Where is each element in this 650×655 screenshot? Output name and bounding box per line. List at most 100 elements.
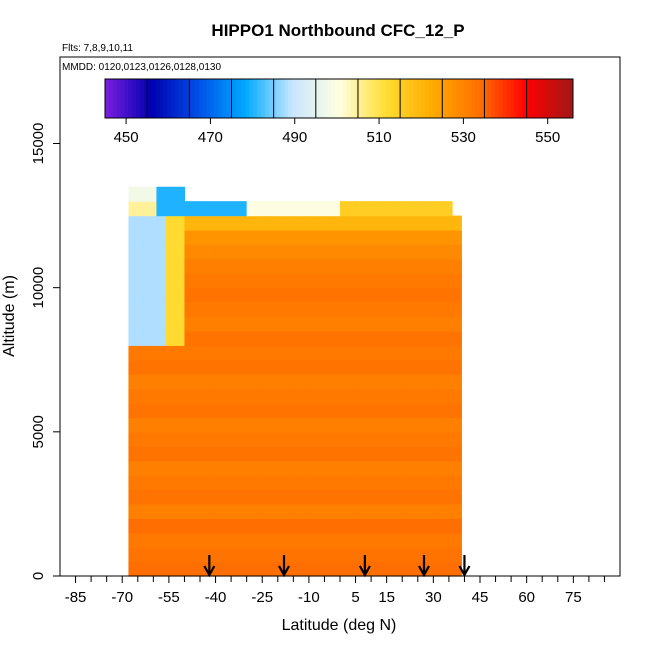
colorbar-swatch xyxy=(491,79,496,118)
heatmap-cell xyxy=(340,316,357,332)
heatmap-cell xyxy=(231,316,248,332)
colorbar-swatch xyxy=(420,79,426,118)
heatmap-cell xyxy=(386,359,403,375)
heatmap-cell xyxy=(165,287,176,303)
heatmap-cell xyxy=(165,475,176,491)
colorbar-swatch xyxy=(362,79,367,118)
heatmap-cell xyxy=(137,316,148,332)
heatmap-cell xyxy=(137,287,148,303)
heatmap-cell xyxy=(277,316,294,332)
heatmap-cell xyxy=(184,547,201,563)
heatmap-cell xyxy=(147,561,158,577)
colorbar-swatch xyxy=(335,79,340,118)
heatmap-cell xyxy=(147,403,158,419)
heatmap-cell xyxy=(246,547,263,563)
heatmap-cell xyxy=(402,547,419,563)
heatmap-cell xyxy=(156,345,167,361)
heatmap-cell xyxy=(433,403,444,419)
heatmap-cell xyxy=(184,374,201,390)
heatmap-cell xyxy=(402,330,419,346)
colorbar-swatch xyxy=(518,79,523,118)
heatmap-cell xyxy=(200,446,217,462)
heatmap-cell xyxy=(165,330,176,346)
heatmap-cell xyxy=(165,417,176,433)
colorbar-swatch xyxy=(288,79,293,118)
heatmap-cell xyxy=(417,316,434,332)
heatmap-cell xyxy=(200,374,217,390)
colorbar-swatch xyxy=(428,79,434,118)
heatmap-cell xyxy=(277,403,294,419)
heatmap-cell xyxy=(371,215,388,231)
heatmap-cell xyxy=(452,532,462,548)
heatmap-cell xyxy=(231,417,248,433)
profile-arrow-head xyxy=(278,565,290,578)
heatmap-cell xyxy=(402,460,419,476)
heatmap-cell xyxy=(442,503,453,519)
heatmap-cell xyxy=(184,503,201,519)
heatmap-cell xyxy=(277,388,294,404)
heatmap-cell xyxy=(246,460,263,476)
heatmap-cell xyxy=(402,431,419,447)
heatmap-cell xyxy=(433,388,444,404)
heatmap-cell xyxy=(433,475,444,491)
colorbar-swatch xyxy=(424,79,430,118)
heatmap-cell xyxy=(402,287,419,303)
heatmap-cell xyxy=(246,287,263,303)
heatmap-cell xyxy=(156,244,167,260)
heatmap-cell xyxy=(147,460,158,476)
heatmap-cell xyxy=(215,532,232,548)
heatmap-cell xyxy=(184,345,201,361)
heatmap-cell xyxy=(277,230,294,246)
colorbar-swatch xyxy=(237,79,242,118)
heatmap-cell xyxy=(386,302,403,318)
heatmap-cell xyxy=(442,475,453,491)
heatmap-cell xyxy=(442,302,453,318)
heatmap-cell xyxy=(156,547,167,563)
heatmap-cell xyxy=(165,316,176,332)
heatmap-cell xyxy=(442,258,453,274)
heatmap-cell xyxy=(386,388,403,404)
heatmap-cell xyxy=(355,374,372,390)
heatmap-cell xyxy=(371,244,388,260)
y-tick-label: 5000 xyxy=(30,415,47,448)
heatmap-cell xyxy=(165,489,176,505)
heatmap-cell xyxy=(371,359,388,375)
heatmap-cell xyxy=(246,330,263,346)
heatmap-cell xyxy=(147,215,158,231)
heatmap-cell xyxy=(175,330,186,346)
heatmap-cell xyxy=(452,230,462,246)
heatmap-cell xyxy=(200,489,217,505)
colorbar-swatch xyxy=(409,79,414,118)
colorbar-swatch xyxy=(105,79,110,118)
heatmap-cell xyxy=(200,345,217,361)
heatmap-cell xyxy=(147,244,158,260)
heatmap-cell xyxy=(324,489,341,505)
heatmap-cell xyxy=(262,489,279,505)
heatmap-cell xyxy=(355,244,372,260)
heatmap-cell xyxy=(417,403,434,419)
heatmap-cell xyxy=(200,417,217,433)
heatmap-cell xyxy=(262,359,279,375)
heatmap-cell xyxy=(262,258,279,274)
mmdd-label: MMDD: 0120,0123,0126,0128,0130 xyxy=(62,62,221,73)
heatmap-cell xyxy=(433,215,444,231)
heatmap-cell xyxy=(147,475,158,491)
heatmap-cell xyxy=(293,532,310,548)
heatmap-cell xyxy=(137,244,148,260)
heatmap-cell xyxy=(175,302,186,318)
heatmap-cell xyxy=(433,446,444,462)
heatmap-cell xyxy=(147,330,158,346)
heatmap-cell xyxy=(402,201,419,217)
colorbar-swatch xyxy=(417,79,422,118)
heatmap-cell xyxy=(340,403,357,419)
heatmap-cell xyxy=(147,417,158,433)
heatmap-cell xyxy=(128,417,139,433)
heatmap-cell xyxy=(215,561,232,577)
heatmap-cell xyxy=(293,330,310,346)
heatmap-cell xyxy=(324,316,341,332)
colorbar-swatch xyxy=(545,79,551,118)
heatmap-cell xyxy=(293,446,310,462)
colorbar-swatch xyxy=(557,79,562,118)
colorbar-swatch xyxy=(225,79,231,118)
y-axis: 0 5000 10000 15000 xyxy=(30,123,60,580)
